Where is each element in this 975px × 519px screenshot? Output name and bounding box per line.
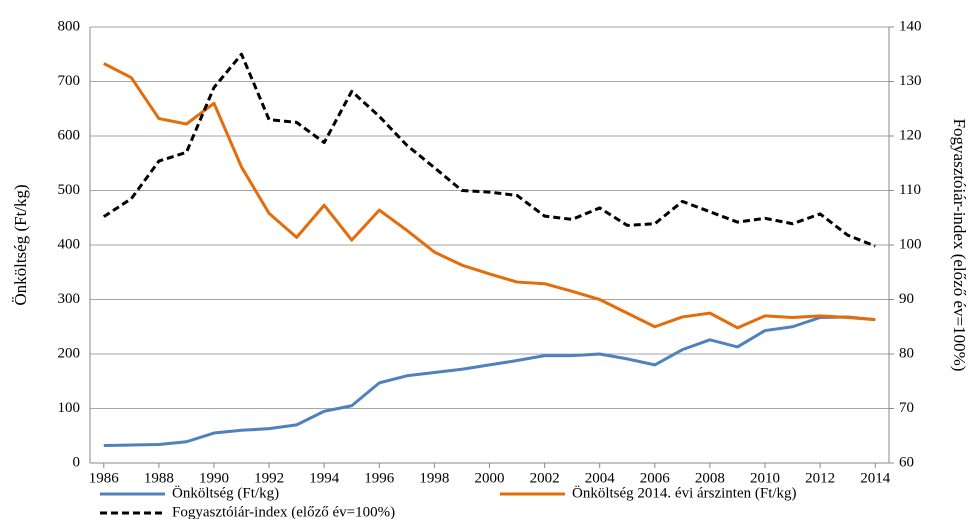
y-axis-title: Önköltség (Ft/kg) [11,184,30,305]
y2-tick-label: 120 [899,127,922,143]
x-tick-label: 2008 [695,470,725,486]
y2-tick-label: 70 [899,400,914,416]
x-tick-label: 1990 [199,470,229,486]
x-tick-label: 2010 [750,470,780,486]
y-tick-label: 400 [58,236,81,252]
x-tick-label: 2006 [640,470,671,486]
y-tick-label: 800 [58,18,81,34]
series-line [103,62,876,330]
x-tick-label: 1986 [89,470,120,486]
x-tick-label: 1996 [364,470,395,486]
x-tick-label: 2004 [585,470,616,486]
x-tick-label: 2012 [805,470,835,486]
series-line [103,315,876,448]
y-tick-label: 700 [58,73,81,89]
x-tick-label: 1988 [144,470,174,486]
y-tick-label: 0 [73,454,81,470]
y2-tick-label: 80 [899,345,914,361]
y2-tick-label: 60 [899,454,914,470]
x-tick-label: 1998 [419,470,449,486]
x-tick-label: 2014 [860,470,891,486]
legend-label: Önköltség 2014. évi árszinten (Ft/kg) [572,484,797,501]
x-tick-label: 2002 [530,470,560,486]
y2-axis-title: Fogyasztóiár-index (előző év=100%) [950,119,969,372]
y-tick-label: 600 [58,127,81,143]
y2-tick-label: 140 [899,18,922,34]
y2-tick-label: 130 [899,73,922,89]
x-tick-label: 1992 [254,470,284,486]
y2-tick-label: 100 [899,236,922,252]
legend-label: Önköltség (Ft/kg) [172,484,279,501]
y-tick-label: 500 [58,182,81,198]
x-tick-label: 1994 [309,470,340,486]
y-tick-label: 300 [58,291,81,307]
x-tick-label: 2000 [475,470,505,486]
y2-tick-label: 110 [899,182,921,198]
y2-tick-label: 90 [899,291,914,307]
y-tick-label: 100 [58,400,81,416]
legend-label: Fogyasztóiár-index (előző év=100%) [172,504,395,519]
y-tick-label: 200 [58,345,81,361]
series-line [102,52,876,248]
